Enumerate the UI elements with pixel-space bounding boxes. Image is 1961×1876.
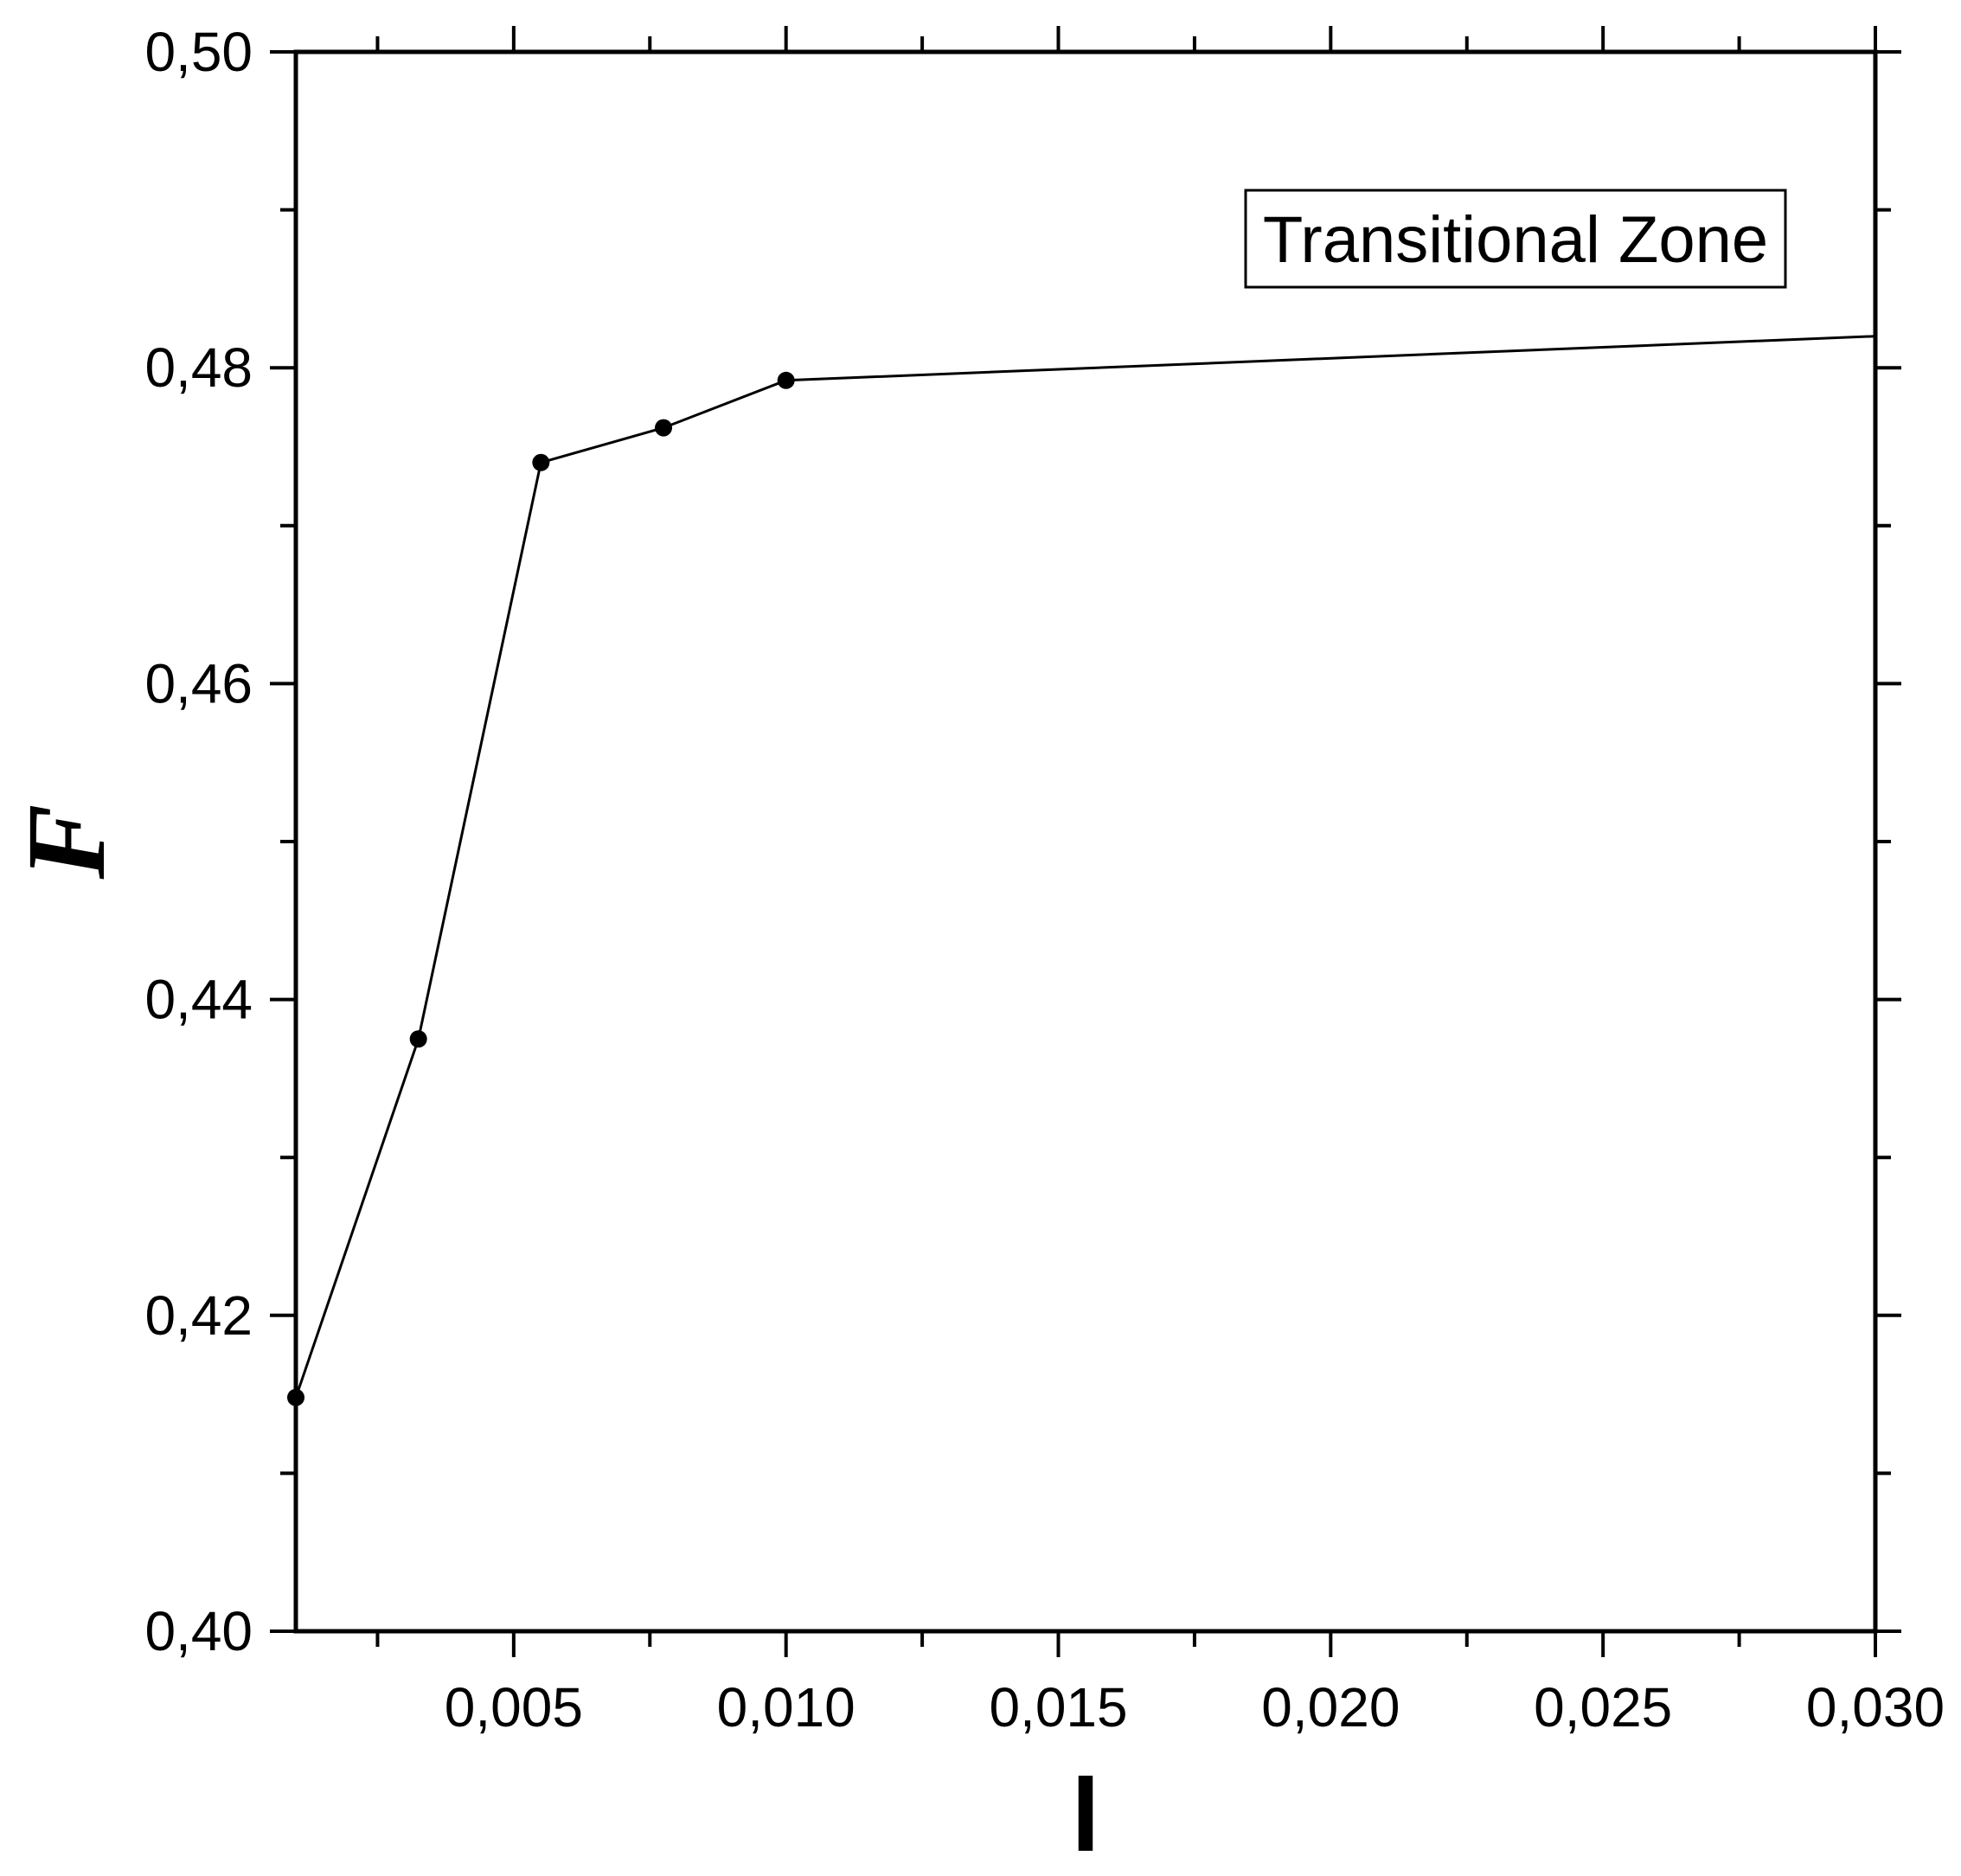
axis-ticks <box>270 26 1901 1657</box>
y-tick-labels: 0,40 0,42 0,44 0,46 0,48 0,50 <box>144 21 253 1662</box>
data-series <box>287 335 1876 1406</box>
y-tick-label: 0,46 <box>144 652 253 714</box>
series-line <box>294 335 1876 1399</box>
plot-border <box>293 49 1878 1634</box>
plot-frame <box>293 49 1878 1634</box>
annotation-text: Transitional Zone <box>1263 203 1768 277</box>
x-axis-label: l <box>1071 1758 1099 1873</box>
y-tick-label: 0,50 <box>144 21 253 83</box>
data-point <box>655 419 673 437</box>
y-axis-label: F <box>4 804 129 880</box>
x-tick-label: 0,030 <box>1806 1676 1945 1738</box>
y-tick-label: 0,40 <box>144 1600 253 1662</box>
x-tick-labels: 0,005 0,010 0,015 0,020 0,025 0,030 <box>445 1676 1945 1738</box>
x-tick-label: 0,015 <box>989 1676 1127 1738</box>
data-point <box>287 1388 304 1406</box>
y-tick-label: 0,44 <box>144 969 253 1031</box>
x-tick-label: 0,005 <box>445 1676 583 1738</box>
x-tick-label: 0,020 <box>1261 1676 1400 1738</box>
x-tick-label: 0,010 <box>717 1676 856 1738</box>
y-tick-label: 0,42 <box>144 1284 253 1347</box>
data-point <box>532 453 550 471</box>
x-tick-label: 0,025 <box>1534 1676 1672 1738</box>
annotation-box: Transitional Zone <box>1244 189 1787 289</box>
annotation-frame <box>1244 189 1787 289</box>
y-tick-label: 0,48 <box>144 336 253 399</box>
data-point <box>409 1030 427 1048</box>
data-point <box>777 371 795 389</box>
